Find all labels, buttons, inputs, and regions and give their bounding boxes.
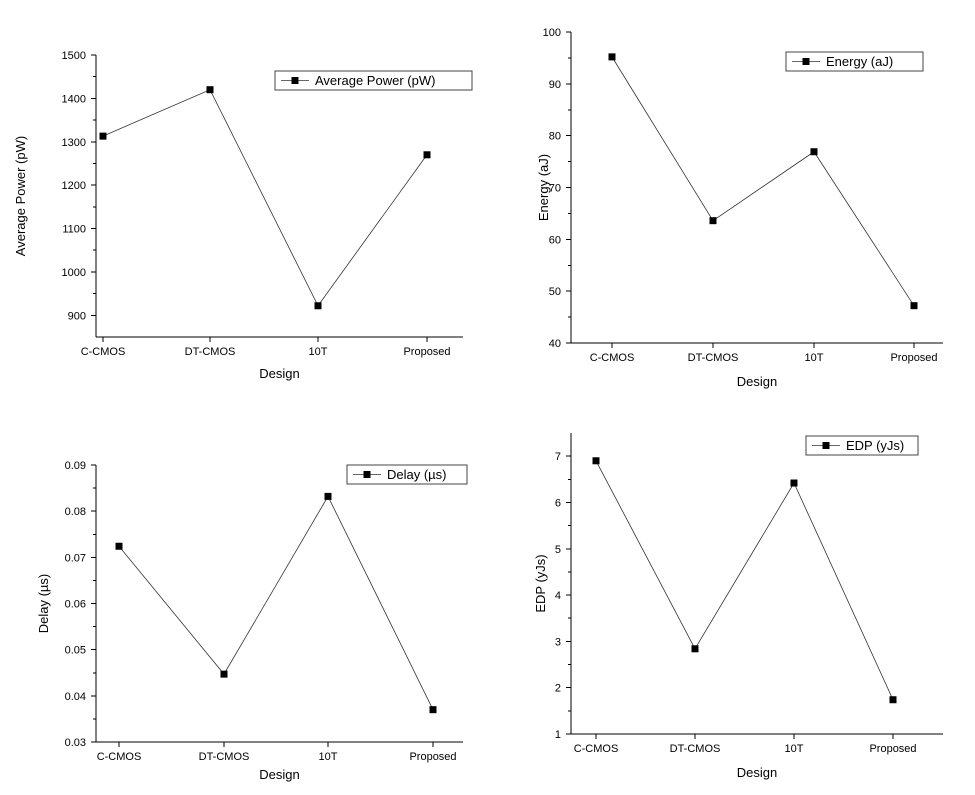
x-axis-title: Design [737, 374, 777, 389]
series-line [102, 89, 428, 307]
x-tick-label: C-CMOS [97, 751, 142, 763]
data-point [324, 492, 332, 500]
x-tick-label: C-CMOS [574, 743, 619, 755]
y-tick-label: 0.03 [65, 737, 86, 749]
y-axis-title: EDP (yJs) [533, 554, 548, 612]
legend-label: EDP (yJs) [846, 438, 904, 453]
legend-marker-icon [822, 442, 830, 449]
data-point [423, 151, 431, 159]
y-tick-label: 0.06 [65, 599, 86, 611]
y-axis-title: Energy (aJ) [536, 154, 551, 221]
chart-panel-3: 0.03 0.04 0.05 0.06 0.07 0.08 0.09 C-CMOS DT-CMO… [36, 460, 468, 782]
x-tick-label: 10T [805, 352, 824, 364]
y-tick-label: 40 [549, 338, 561, 350]
y-tick-label: 4 [555, 590, 561, 602]
chart-panel-1: 900 1000 1100 1200 1300 1400 1500 C-CMOS DT-CMOS… [13, 50, 473, 381]
x-tick-label: 10T [319, 751, 338, 763]
y-tick-label: 1200 [62, 180, 86, 192]
data-point [220, 670, 228, 678]
legend: Energy (aJ) [785, 51, 924, 72]
y-tick-label: 60 [549, 234, 561, 246]
y-tick-label: 0.04 [65, 691, 86, 703]
y-tick-label: 0.07 [65, 552, 86, 564]
chart-panel-2: 40 50 60 70 80 90 100 C-CMOS DT-CMOS 10T Proposed D… [536, 27, 943, 389]
legend-box [785, 51, 924, 72]
y-tick-label: 70 [549, 183, 561, 195]
x-axis-title: Design [259, 366, 299, 381]
x-tick-label: Proposed [890, 352, 937, 364]
legend-label: Delay (µs) [387, 467, 447, 482]
x-axis-title: Design [737, 765, 777, 780]
y-tick-label: 1000 [62, 267, 86, 279]
legend: EDP (yJs) [805, 435, 919, 456]
series-line [595, 460, 894, 700]
legend-label: Average Power (pW) [315, 73, 435, 88]
legend-marker-icon [802, 58, 810, 65]
y-tick-label: 1 [555, 729, 561, 741]
y-tick-label: 1100 [62, 224, 86, 236]
data-point [790, 479, 798, 487]
x-tick-label: 10T [785, 743, 804, 755]
y-tick-label: 1400 [62, 93, 86, 105]
y-tick-label: 900 [68, 310, 86, 322]
y-tick-label: 100 [543, 27, 561, 39]
data-point [691, 645, 699, 653]
x-tick-label: DT-CMOS [670, 743, 721, 755]
x-tick-label: 10T [309, 346, 328, 358]
y-axis-title: Delay (µs) [36, 574, 51, 634]
y-tick-label: 1500 [62, 50, 86, 62]
x-tick-label: C-CMOS [81, 346, 126, 358]
data-point [810, 148, 818, 156]
x-tick-label: DT-CMOS [688, 352, 739, 364]
legend-marker-icon [363, 471, 371, 478]
x-tick-label: DT-CMOS [199, 751, 250, 763]
y-tick-label: 80 [549, 131, 561, 143]
data-point [314, 302, 322, 310]
y-tick-label: 3 [555, 636, 561, 648]
series-line [118, 495, 434, 710]
chart-panel-4: 1 2 3 4 5 6 7 C-CMOS DT-CMOS 10T Proposed Design EDP… [533, 433, 943, 780]
data-point [910, 302, 918, 310]
legend: Average Power (pW) [274, 70, 473, 91]
y-tick-label: 50 [549, 286, 561, 298]
legend-marker-icon [291, 77, 299, 84]
data-point [608, 53, 616, 61]
y-tick-label: 0.09 [65, 460, 86, 472]
data-point [99, 132, 107, 140]
x-tick-label: C-CMOS [590, 352, 635, 364]
legend-label: Energy (aJ) [826, 54, 893, 69]
y-tick-label: 7 [555, 451, 561, 463]
data-point [206, 86, 214, 94]
x-tick-label: Proposed [869, 743, 916, 755]
y-tick-label: 0.05 [65, 645, 86, 657]
y-axis-title: Average Power (pW) [13, 136, 28, 256]
y-tick-label: 5 [555, 544, 561, 556]
x-tick-label: DT-CMOS [185, 346, 236, 358]
data-point [115, 542, 123, 550]
legend-box [805, 435, 919, 456]
data-point [429, 706, 437, 714]
y-tick-label: 1300 [62, 137, 86, 149]
y-tick-label: 2 [555, 683, 561, 695]
data-point [592, 457, 600, 465]
data-point [709, 217, 717, 225]
y-tick-label: 90 [549, 79, 561, 91]
legend: Delay (µs) [346, 464, 468, 485]
data-point [889, 696, 897, 704]
x-tick-label: Proposed [409, 751, 456, 763]
y-tick-label: 6 [555, 497, 561, 509]
series-line [611, 56, 915, 306]
y-tick-label: 0.08 [65, 506, 86, 518]
x-axis-title: Design [259, 767, 299, 782]
x-tick-label: Proposed [403, 346, 450, 358]
legend-box [274, 70, 473, 91]
legend-box [346, 464, 468, 485]
